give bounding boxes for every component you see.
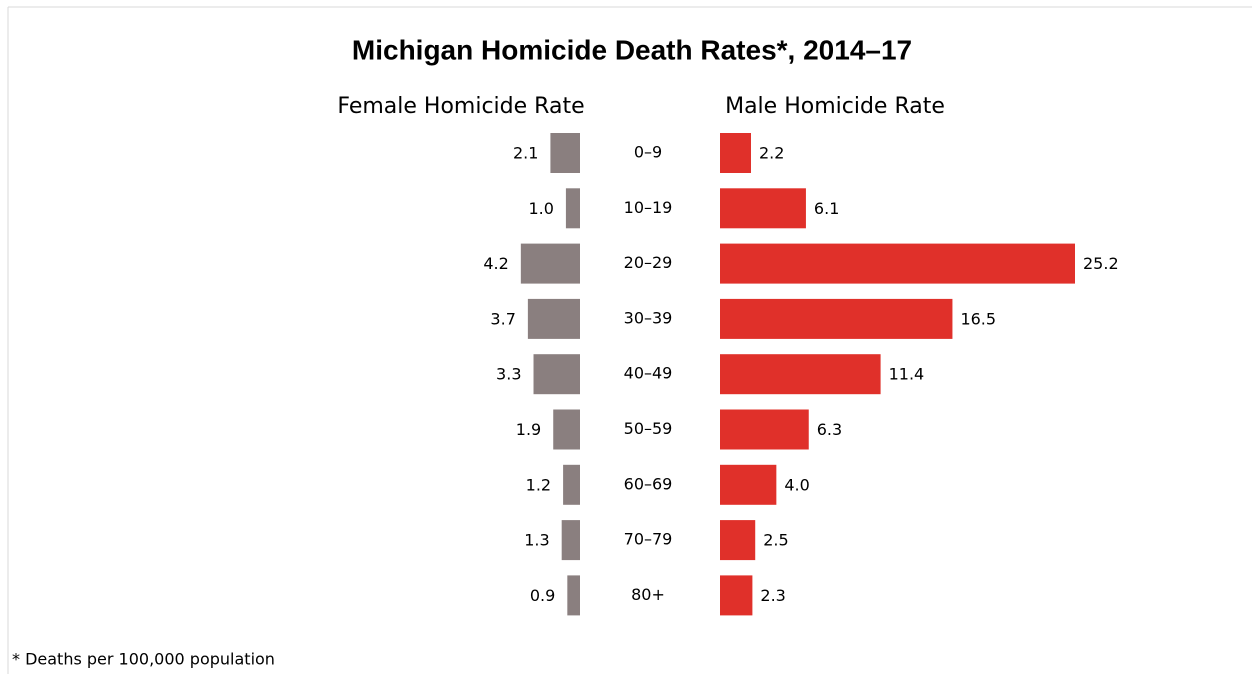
bar — [561, 520, 580, 561]
value-label: 2.1 — [513, 144, 538, 163]
bar — [720, 575, 753, 616]
bar — [565, 188, 580, 229]
value-label: 1.3 — [524, 531, 549, 550]
series-header: Male Homicide Rate — [725, 94, 945, 119]
bar — [720, 520, 756, 561]
bar — [720, 409, 809, 450]
value-label: 6.1 — [814, 199, 839, 218]
bar — [567, 575, 580, 616]
value-label: 3.3 — [496, 365, 521, 384]
category-label: 70–79 — [624, 530, 673, 549]
bar — [720, 243, 1075, 284]
category-label: 10–19 — [624, 198, 673, 217]
bar — [720, 298, 953, 339]
value-label: 2.5 — [763, 531, 788, 550]
value-label: 1.0 — [528, 199, 553, 218]
value-label: 11.4 — [889, 365, 925, 384]
bar — [720, 354, 881, 395]
bar — [533, 354, 580, 395]
category-label: 0–9 — [634, 143, 662, 162]
category-label: 40–49 — [624, 364, 673, 383]
bar — [563, 464, 580, 505]
value-label: 0.9 — [530, 586, 555, 605]
bar — [520, 243, 580, 284]
category-label: 20–29 — [624, 253, 673, 272]
bar — [553, 409, 580, 450]
value-label: 2.2 — [759, 144, 784, 163]
value-label: 4.2 — [483, 254, 508, 273]
value-label: 2.3 — [760, 586, 785, 605]
bar — [720, 464, 777, 505]
value-label: 1.9 — [516, 420, 541, 439]
value-label: 16.5 — [960, 309, 996, 328]
value-label: 6.3 — [817, 420, 842, 439]
footnote: * Deaths per 100,000 population — [12, 650, 275, 669]
category-label: 60–69 — [624, 474, 673, 493]
category-label: 80+ — [631, 585, 665, 604]
value-label: 3.7 — [490, 309, 515, 328]
bar — [550, 133, 580, 173]
bar — [527, 298, 580, 339]
bar — [720, 133, 751, 173]
value-label: 1.2 — [526, 475, 551, 494]
chart-title: Michigan Homicide Death Rates*, 2014–17 — [352, 34, 912, 65]
bar — [720, 188, 806, 229]
value-label: 4.0 — [784, 475, 809, 494]
category-label: 50–59 — [624, 419, 673, 438]
category-label: 30–39 — [624, 308, 673, 327]
value-label: 25.2 — [1083, 254, 1119, 273]
series-header: Female Homicide Rate — [337, 94, 584, 119]
